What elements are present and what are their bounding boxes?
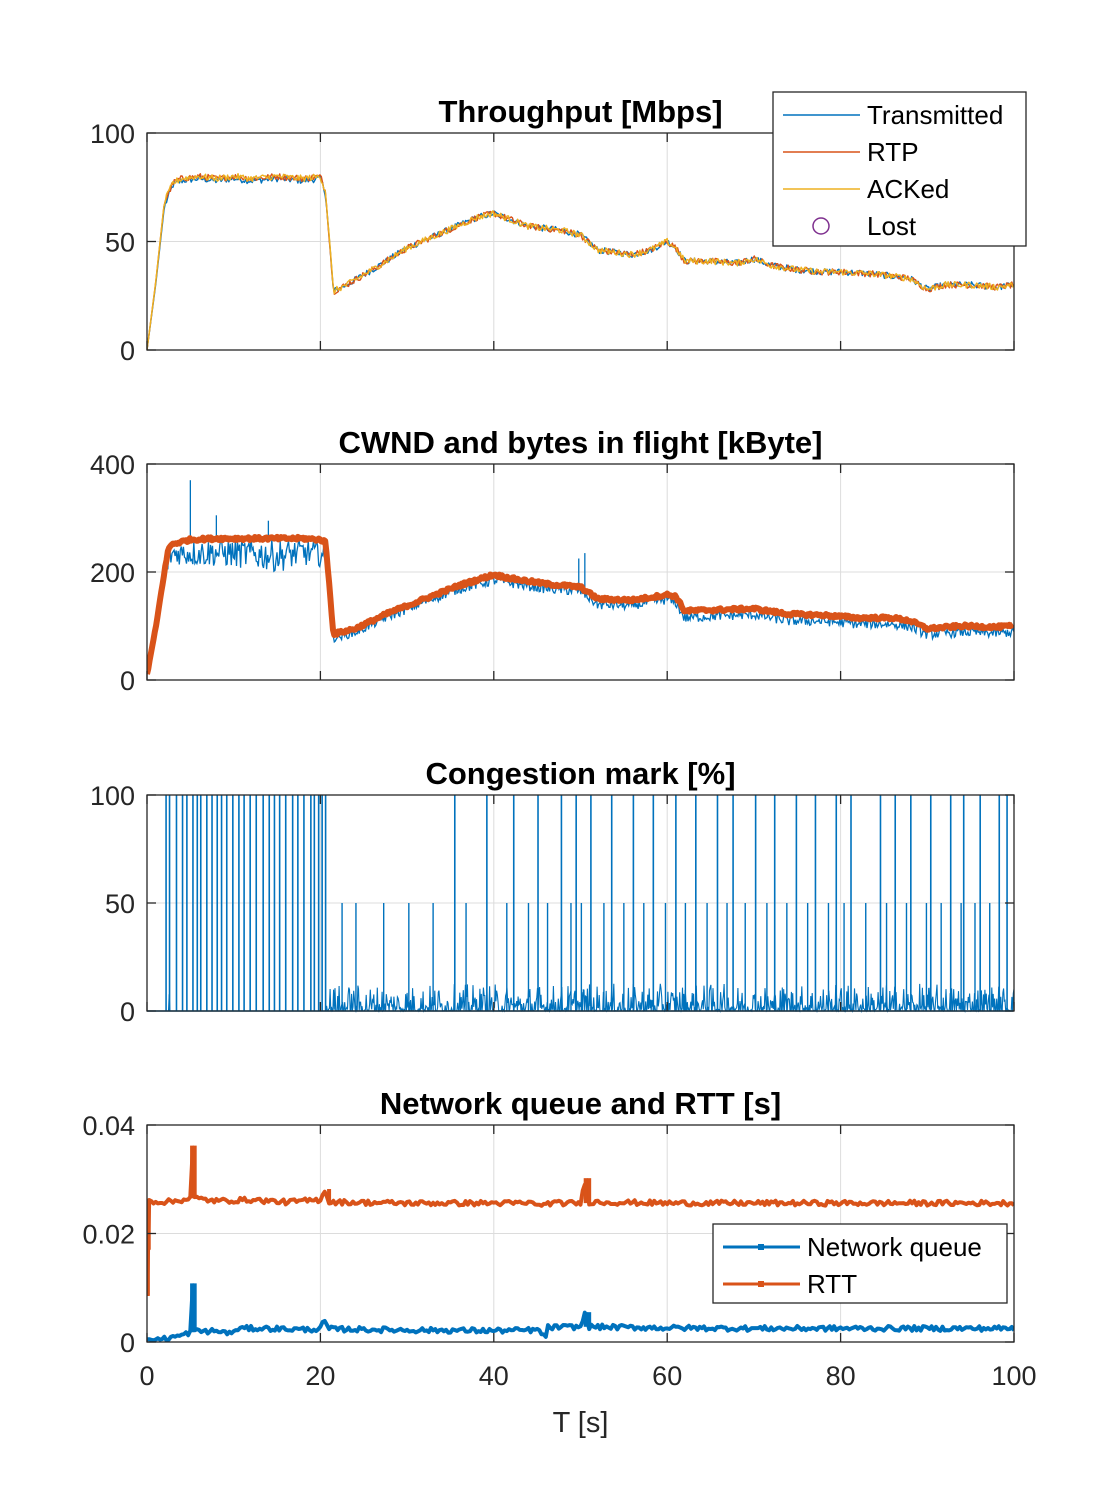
series-2-2 bbox=[147, 533, 1014, 675]
legend: Transmitted RTP ACKed Lost bbox=[772, 91, 1027, 247]
legend-label-acked: ACKed bbox=[867, 174, 949, 204]
plot-area bbox=[147, 1145, 1014, 1343]
plot-area bbox=[147, 173, 1014, 351]
legend-label-rtp: RTP bbox=[867, 137, 919, 167]
panel-3: 0 50 100 Congestion mark [%] bbox=[90, 756, 1015, 1027]
panel-1: 0 50 100 Throughput [Mbps] Transmitted RTP ACK… bbox=[90, 91, 1027, 366]
y-tick-label-0: 0 bbox=[120, 336, 135, 366]
legend-dot-rtt bbox=[758, 1281, 764, 1287]
legend-label-network-queue: Network queue bbox=[807, 1232, 982, 1262]
series-3-1-noise bbox=[147, 983, 1014, 1013]
chart-title: Throughput [Mbps] bbox=[438, 94, 722, 129]
y-tick-label-2: 100 bbox=[90, 119, 135, 149]
x-tick-label-2: 40 bbox=[479, 1361, 509, 1391]
x-axis-label: T [s] bbox=[553, 1407, 609, 1439]
x-tick-label-3: 60 bbox=[652, 1361, 682, 1391]
y-tick-label-1: 0.02 bbox=[82, 1220, 135, 1250]
series-2-1 bbox=[147, 538, 1014, 674]
panel-4: 0 0.02 0.04 0 20 40 60 80 100 T [s] Network queue … bbox=[82, 1086, 1036, 1439]
plot-area bbox=[147, 480, 1014, 675]
legend-label-transmitted: Transmitted bbox=[867, 100, 1003, 130]
y-tick-label-1: 200 bbox=[90, 558, 135, 588]
legend-box bbox=[712, 1223, 1008, 1304]
x-tick-label-5: 100 bbox=[991, 1361, 1036, 1391]
series-rtt bbox=[147, 1152, 1014, 1296]
chart-title: Network queue and RTT [s] bbox=[380, 1086, 781, 1121]
y-tick-label-2: 100 bbox=[90, 781, 135, 811]
legend-dot-network-queue bbox=[758, 1244, 764, 1250]
legend-label-lost: Lost bbox=[867, 211, 917, 241]
x-tick-label-4: 80 bbox=[826, 1361, 856, 1391]
series-rtp bbox=[147, 173, 1014, 351]
x-tick-label-0: 0 bbox=[139, 1361, 154, 1391]
legend-label-rtt: RTT bbox=[807, 1269, 857, 1299]
series-acked bbox=[147, 173, 1014, 351]
y-tick-label-2: 400 bbox=[90, 450, 135, 480]
legend: Network queue RTT bbox=[712, 1223, 1008, 1304]
legend-marker-lost bbox=[812, 217, 830, 235]
chart-title: Congestion mark [%] bbox=[425, 756, 735, 791]
y-tick-label-0: 0 bbox=[120, 997, 135, 1027]
y-tick-label-2: 0.04 bbox=[82, 1111, 135, 1141]
series-network-queue bbox=[147, 1289, 1014, 1343]
x-tick-label-1: 20 bbox=[305, 1361, 335, 1391]
y-tick-label-0: 0 bbox=[120, 666, 135, 696]
chart-title: CWND and bytes in flight [kByte] bbox=[339, 425, 823, 460]
y-tick-label-0: 0 bbox=[120, 1328, 135, 1358]
y-tick-label-1: 50 bbox=[105, 889, 135, 919]
y-tick-label-1: 50 bbox=[105, 228, 135, 258]
panel-2: 0 200 400 CWND and bytes in flight [kByte] bbox=[90, 425, 1015, 696]
